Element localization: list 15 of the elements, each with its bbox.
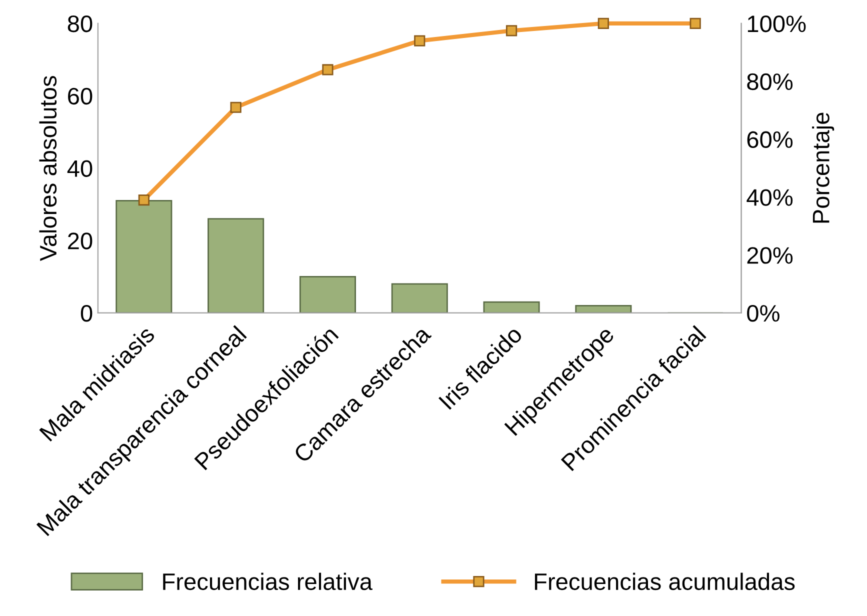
legend-label: Frecuencias relativa — [163, 572, 372, 590]
y2-tick-label: 60% — [747, 131, 793, 148]
y-tick-label: 20 — [68, 232, 92, 250]
y-tick-label: 40 — [67, 160, 92, 177]
y2-axis-title: Porcentaje — [812, 112, 834, 223]
y2-tick-label: 80% — [747, 73, 793, 90]
y-tick-label: 80 — [68, 15, 92, 32]
y2-tick-label: 0% — [747, 304, 780, 322]
legend-label: Frecuencias acumuladas — [534, 572, 795, 590]
y-axis-title: Valores absolutos — [39, 76, 57, 262]
y2-tick-label: 100% — [748, 15, 806, 32]
y-tick-label: 60 — [68, 88, 92, 105]
y2-tick-label: 20% — [747, 247, 793, 264]
y-tick-label: 0 — [80, 304, 92, 322]
y2-tick-label: 40% — [746, 189, 793, 206]
